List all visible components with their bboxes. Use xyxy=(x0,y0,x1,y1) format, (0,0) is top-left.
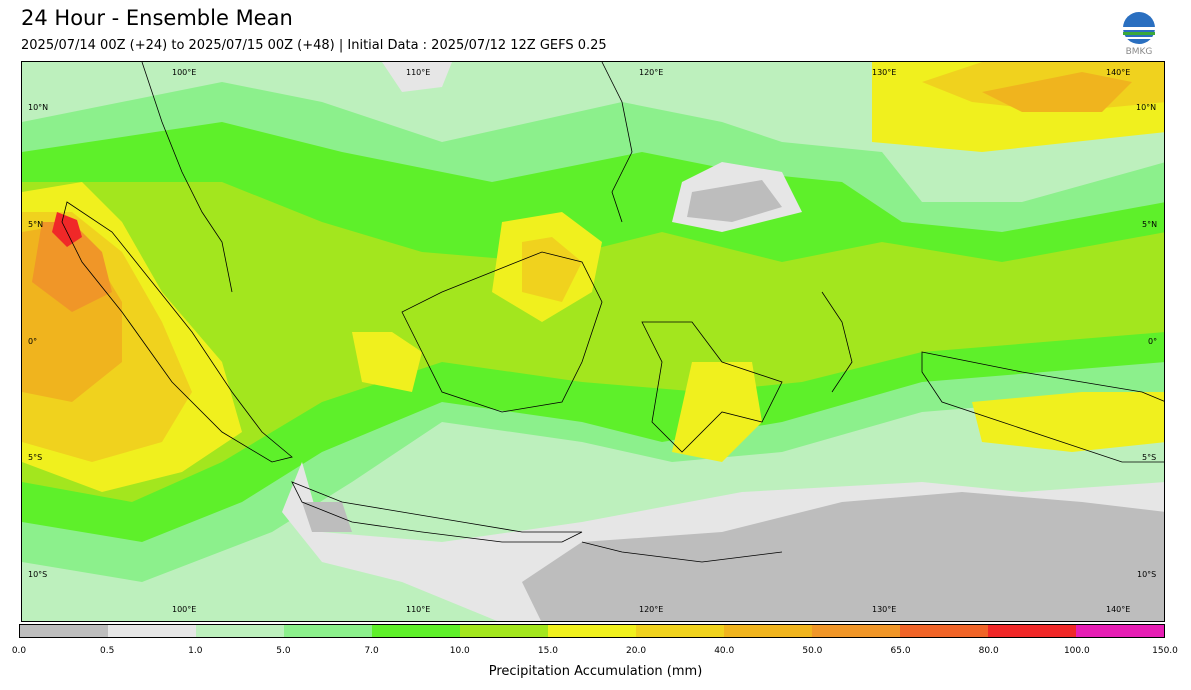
precipitation-colorbar xyxy=(19,624,1165,638)
colorbar-segment-5 xyxy=(460,625,548,637)
colorbar-segment-6 xyxy=(548,625,636,637)
colorbar-tick-label: 150.0 xyxy=(1152,646,1178,656)
colorbar-segment-2 xyxy=(196,625,284,637)
colorbar-segment-8 xyxy=(724,625,812,637)
chart-title: 24 Hour - Ensemble Mean xyxy=(21,6,293,30)
colorbar-segment-3 xyxy=(284,625,372,637)
colorbar-tick-label: 0.5 xyxy=(99,646,115,656)
lon-label-top-120: 120°E xyxy=(639,68,664,77)
chart-subtitle: 2025/07/14 00Z (+24) to 2025/07/15 00Z (… xyxy=(21,38,607,53)
colorbar-segment-9 xyxy=(812,625,900,637)
colorbar-segment-1 xyxy=(108,625,196,637)
colorbar-segment-12 xyxy=(1076,625,1164,637)
colorbar-segment-4 xyxy=(372,625,460,637)
colorbar-tick-label: 5.0 xyxy=(276,646,291,656)
lon-label-bottom-140: 140°E xyxy=(1106,605,1131,614)
precip-field xyxy=(22,62,1164,621)
lat-label-right-0: 0° xyxy=(1148,337,1158,346)
lon-label-top-130: 130°E xyxy=(872,68,897,77)
lon-label-bottom-130: 130°E xyxy=(872,605,897,614)
colorbar-tick-label: 10.0 xyxy=(449,646,470,656)
lat-label-left-5s: 5°S xyxy=(28,453,43,462)
bmkg-logo: BMKG xyxy=(1118,10,1160,57)
lon-label-top-110: 110°E xyxy=(406,68,431,77)
svg-text:BMKG: BMKG xyxy=(1126,47,1153,56)
colorbar-segment-7 xyxy=(636,625,724,637)
lat-label-right-10n: 10°N xyxy=(1136,103,1157,112)
lat-label-left-5n: 5°N xyxy=(28,220,44,229)
lat-label-right-5n: 5°N xyxy=(1142,220,1158,229)
colorbar-tick-label: 20.0 xyxy=(626,646,647,656)
lon-label-bottom-120: 120°E xyxy=(639,605,664,614)
colorbar-tick-label: 40.0 xyxy=(714,646,735,656)
colorbar-tick-label: 7.0 xyxy=(364,646,379,656)
lon-label-bottom-110: 110°E xyxy=(406,605,431,614)
lat-label-right-10s: 10°S xyxy=(1137,570,1157,579)
lon-label-top-140: 140°E xyxy=(1106,68,1131,77)
colorbar-tick-label: 0.0 xyxy=(11,646,27,656)
colorbar-ticks: 0.0 0.5 1.0 5.0 7.0 10.0 15.0 20.0 40.0 50.0 65.0 8… xyxy=(12,646,1178,658)
lon-label-bottom-100: 100°E xyxy=(172,605,197,614)
colorbar-label: Precipitation Accumulation (mm) xyxy=(488,664,703,679)
colorbar-segment-10 xyxy=(900,625,988,637)
colorbar-tick-label: 65.0 xyxy=(890,646,911,656)
colorbar-tick-label: 1.0 xyxy=(188,646,203,656)
precipitation-map: 100°E 110°E 120°E 130°E 140°E 100°E 110°… xyxy=(21,61,1165,622)
lat-label-left-10s: 10°S xyxy=(28,570,48,579)
colorbar-tick-label: 15.0 xyxy=(537,646,558,656)
colorbar-tick-label: 50.0 xyxy=(802,646,823,656)
colorbar-segment-0 xyxy=(20,625,108,637)
colorbar-tick-label: 80.0 xyxy=(978,646,999,656)
lat-label-left-10n: 10°N xyxy=(28,103,49,112)
lat-label-right-5s: 5°S xyxy=(1142,453,1157,462)
colorbar-segment-11 xyxy=(988,625,1076,637)
lon-label-top-100: 100°E xyxy=(172,68,197,77)
lat-label-left-0: 0° xyxy=(28,337,38,346)
colorbar-tick-label: 100.0 xyxy=(1063,646,1090,656)
